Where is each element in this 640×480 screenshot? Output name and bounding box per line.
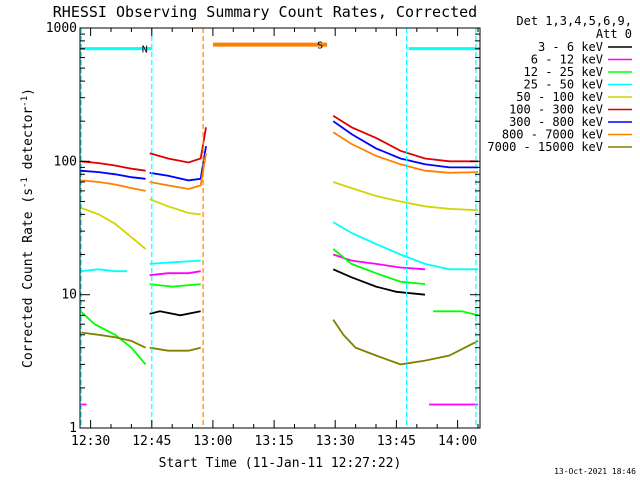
y-tick-label-100: 100 <box>54 154 77 169</box>
series-line-300-800-kev-0 <box>80 169 146 180</box>
chart-title: RHESSI Observing Summary Count Rates, Co… <box>53 3 477 21</box>
series-line-7000-15000-kev-1 <box>149 346 201 352</box>
series-line-25-50-kev-0 <box>80 268 128 273</box>
series-line-800-7000-kev-0 <box>80 179 146 192</box>
x-tick-label-75: 13:45 <box>377 434 416 449</box>
y-tick-label-10: 10 <box>61 288 77 303</box>
x-tick-label-60: 13:30 <box>316 434 355 449</box>
legend-label-7000-15000-kev: 7000 - 15000 keV <box>487 140 603 154</box>
axis-layer: 12:30 12:45 13:00 13:15 13:30 13:45 14:00 1 10 10… <box>46 21 480 449</box>
legend-label-6-12-kev: 6 - 12 keV <box>531 53 603 67</box>
series-line-300-800-kev-2 <box>332 120 478 169</box>
legend-label-300-800-kev: 300 - 800 keV <box>509 115 603 129</box>
series-line-12-25-kev-2 <box>332 248 426 285</box>
series-line-800-7000-kev-1 <box>149 153 207 190</box>
series-line-12-25-kev-0 <box>79 310 147 365</box>
series-line-7000-15000-kev-2 <box>332 319 479 366</box>
legend-label-100-300-kev: 100 - 300 keV <box>509 103 603 117</box>
series-layer <box>79 114 479 406</box>
series-line-800-7000-kev-2 <box>332 131 479 174</box>
footer-timestamp: 13-Oct-2021 18:46 <box>554 467 636 476</box>
legend-header-line2: Att 0 <box>596 27 632 41</box>
series-line-50-100-kev-0 <box>80 206 147 250</box>
series-line-7000-15000-kev-0 <box>80 331 146 349</box>
y-tick-label-1000: 1000 <box>46 21 77 36</box>
series-line-12-25-kev-3 <box>433 310 479 317</box>
series-line-300-800-kev-1 <box>149 145 207 182</box>
series-line-3-6-kev-0 <box>149 310 201 317</box>
x-tick-label-90: 14:00 <box>438 434 477 449</box>
series-line-3-6-kev-1 <box>332 268 426 296</box>
y-label-sup1: -1 <box>20 177 30 188</box>
legend-label-25-50-kev: 25 - 50 keV <box>524 78 603 92</box>
legend-label-50-100-kev: 50 - 100 keV <box>516 90 603 104</box>
legend-label-800-7000-kev: 800 - 7000 keV <box>502 128 603 142</box>
series-line-25-50-kev-1 <box>149 259 201 265</box>
series-line-12-25-kev-1 <box>149 283 201 288</box>
y-label-sup2: -1 <box>20 96 30 107</box>
x-tick-label-0: 12:30 <box>71 434 110 449</box>
series-line-6-12-kev-1 <box>149 270 201 277</box>
x-tick-label-30: 13:00 <box>193 434 232 449</box>
legend-label-12-25-kev: 12 - 25 keV <box>524 65 603 79</box>
y-label-main: Corrected Count Rate (s <box>21 188 36 368</box>
y-label-mid: detector <box>21 107 36 178</box>
series-line-100-300-kev-2 <box>332 114 478 163</box>
x-tick-label-15: 12:45 <box>132 434 171 449</box>
x-axis-label: Start Time (11-Jan-11 12:27:22) <box>159 456 402 471</box>
series-line-25-50-kev-2 <box>332 221 478 271</box>
legend-label-3-6-kev: 3 - 6 keV <box>538 40 603 54</box>
annotation-label-saa-2: S <box>317 41 323 52</box>
legend-header-line1: Det 1,3,4,5,6,9, <box>516 14 632 28</box>
annotation-label-night-0: N <box>142 45 148 56</box>
y-tick-label-1: 1 <box>69 421 77 436</box>
y-axis-label: Corrected Count Rate (s-1 detector-1) <box>20 88 36 368</box>
plot-frame <box>79 27 481 429</box>
y-label-end: ) <box>21 88 36 96</box>
series-line-50-100-kev-1 <box>149 198 201 216</box>
x-tick-label-45: 13:15 <box>255 434 294 449</box>
series-line-100-300-kev-0 <box>80 160 146 172</box>
series-line-100-300-kev-1 <box>149 127 207 164</box>
series-line-50-100-kev-2 <box>332 181 479 212</box>
